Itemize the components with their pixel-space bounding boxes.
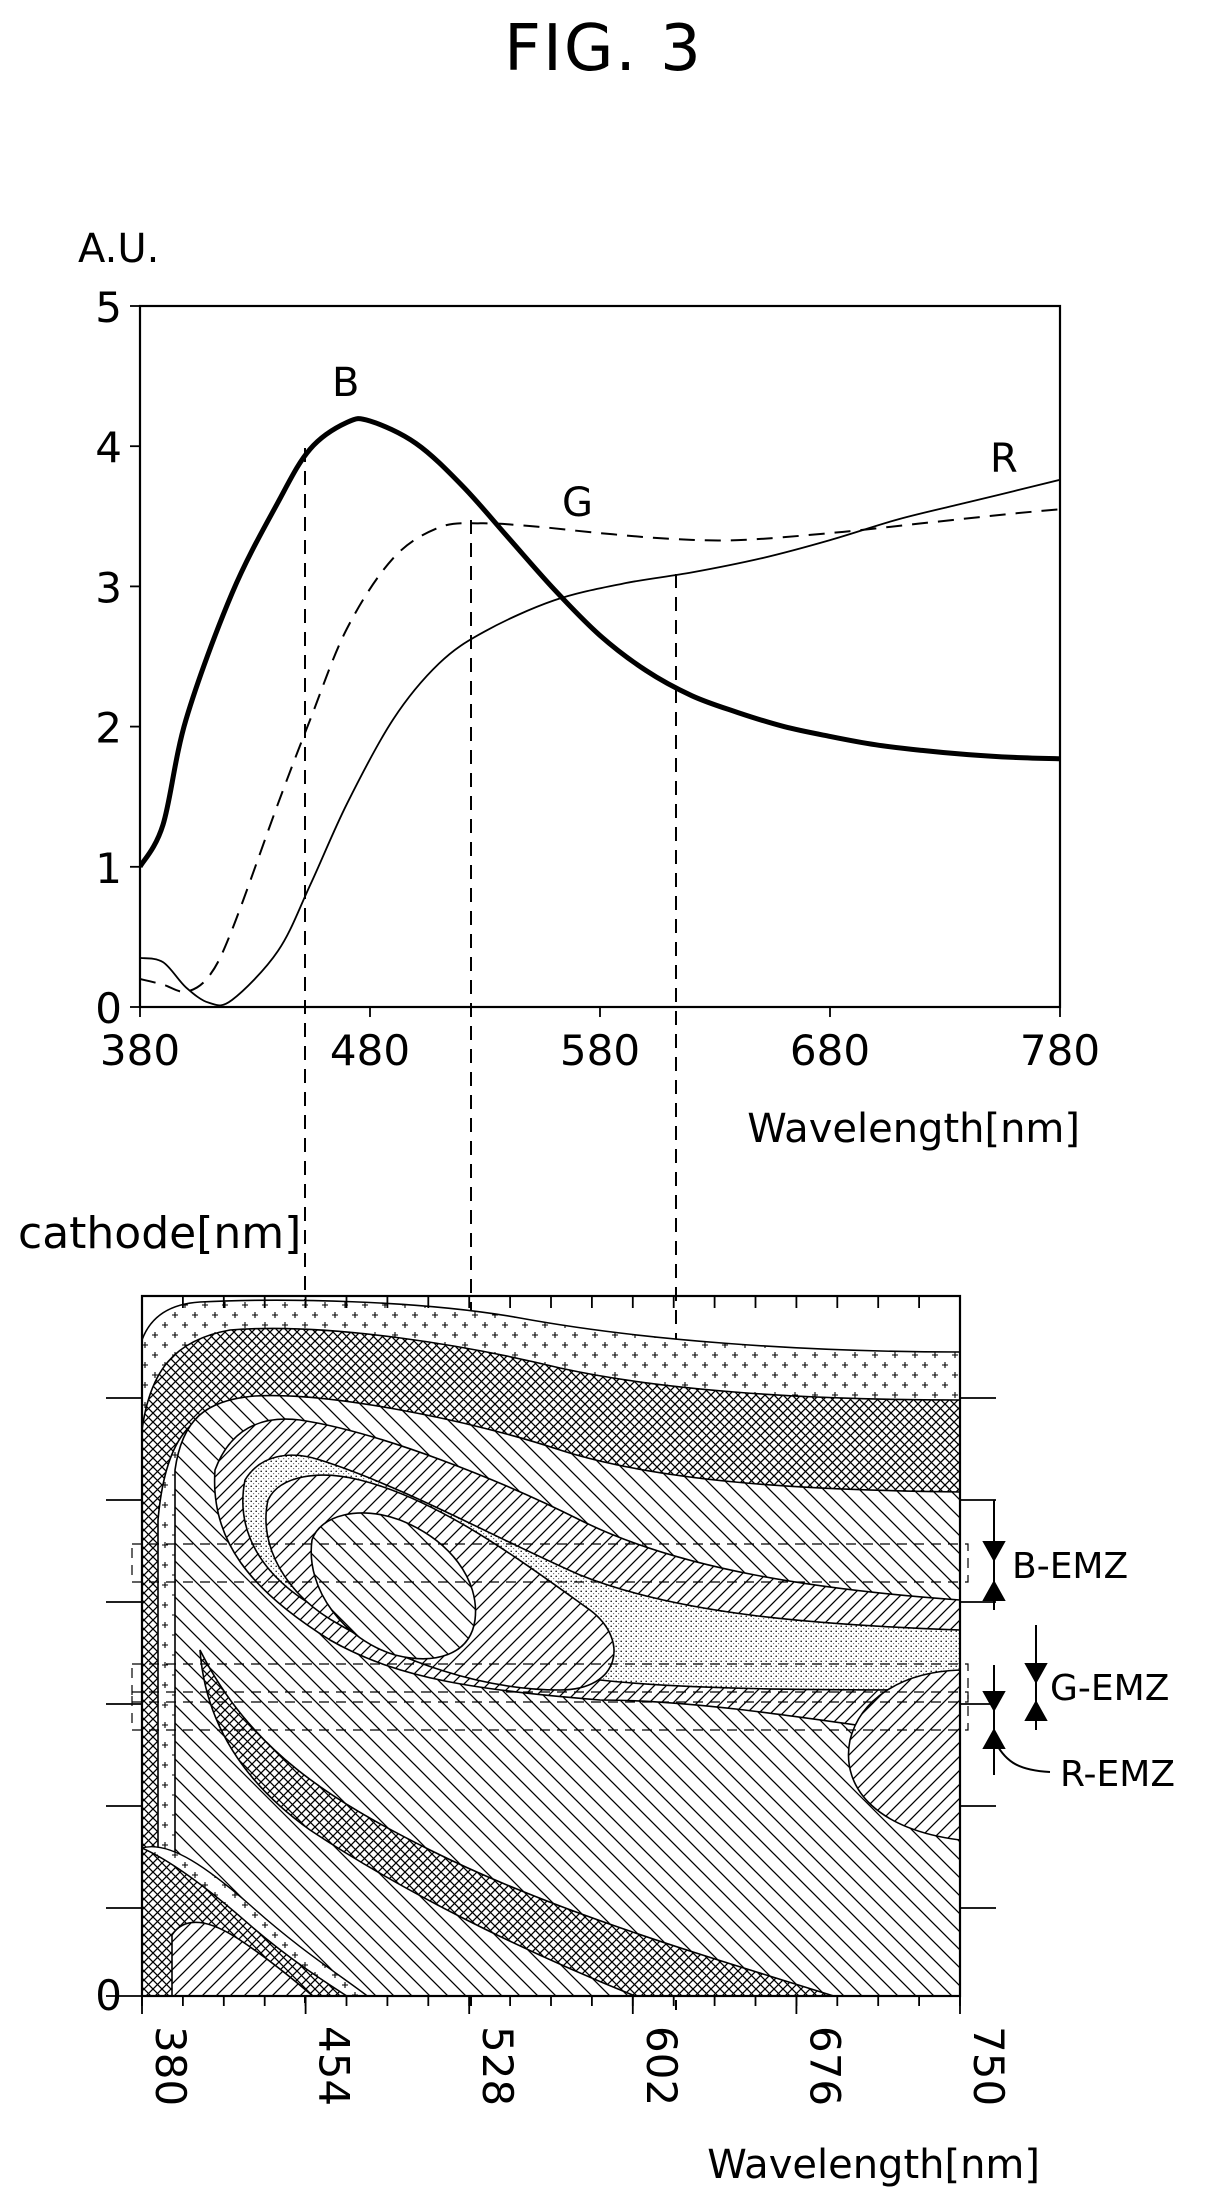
- series-line-b: [140, 416, 1060, 869]
- contour-corner-hatch: [171, 1921, 314, 1996]
- contour-regions: [142, 1299, 960, 1996]
- x-tick-label: 780: [1020, 1026, 1100, 1075]
- g-emz-label: G-EMZ: [1050, 1668, 1169, 1709]
- spectrum-x-axis: 380 480 580 680 780: [100, 1007, 1100, 1075]
- contour-corner-plus: [142, 1846, 369, 1996]
- r-emz-box: [131, 1691, 969, 1731]
- spectrum-plot-frame: [138, 304, 1062, 1009]
- spectrum-x-axis-label: Wavelength[nm]: [747, 1106, 1080, 1152]
- contour-x-axis: 380 454 528 602 676 750: [141, 1296, 1013, 2106]
- r-emz-label: R-EMZ: [1060, 1754, 1175, 1795]
- g-emz-box: [131, 1663, 969, 1703]
- spectrum-series: [140, 416, 1060, 1007]
- series-label-g: G: [562, 480, 593, 526]
- y-tick-label: 0: [95, 1971, 122, 2020]
- y-tick-label: 5: [95, 283, 122, 332]
- x-tick-label: 454: [310, 2026, 359, 2106]
- cathode-contour-map: cathode[nm]: [18, 1208, 1175, 2188]
- spectrum-y-axis: 0 1 2 3 4 5: [95, 283, 140, 1033]
- y-tick-label: 2: [95, 704, 122, 753]
- spectrum-chart: 0 1 2 3 4 5 380 480 580 680 780 A.U. Wavelength[n…: [78, 226, 1100, 1152]
- x-tick-label: 602: [637, 2026, 686, 2106]
- contour-band-crosshatch-lower: [199, 1649, 837, 1996]
- x-tick-label: 750: [964, 2026, 1013, 2106]
- x-tick-label: 680: [790, 1026, 870, 1075]
- b-emz-marker: [982, 1500, 1006, 1610]
- r-emz-marker: [982, 1665, 1051, 1775]
- series-line-r: [140, 478, 1060, 1007]
- contour-y-axis: 0: [95, 1397, 996, 2020]
- series-label-b: B: [332, 360, 359, 406]
- y-tick-label: 4: [95, 423, 122, 472]
- series-label-r: R: [990, 436, 1018, 482]
- contour-x-axis-label: Wavelength[nm]: [707, 2142, 1040, 2188]
- contour-y-axis-label: cathode[nm]: [18, 1208, 301, 1259]
- b-emz-box: [131, 1543, 969, 1583]
- b-emz-label: B-EMZ: [1012, 1546, 1128, 1587]
- x-tick-label: 480: [330, 1026, 410, 1075]
- g-emz-marker: [1024, 1625, 1048, 1730]
- y-tick-label: 3: [95, 563, 122, 612]
- x-tick-label: 528: [473, 2026, 522, 2106]
- series-line-g: [140, 508, 1060, 993]
- contour-island-b-core: [310, 1512, 477, 1660]
- x-tick-label: 380: [146, 2026, 195, 2106]
- spectrum-y-axis-label: A.U.: [78, 226, 159, 272]
- figure-title: FIG. 3: [504, 12, 703, 86]
- y-tick-label: 0: [95, 984, 122, 1033]
- x-tick-label: 380: [100, 1026, 180, 1075]
- contour-lobe-right: [847, 1669, 960, 1841]
- y-tick-label: 1: [95, 844, 122, 893]
- x-tick-label: 580: [560, 1026, 640, 1075]
- x-tick-label: 676: [800, 2026, 849, 2106]
